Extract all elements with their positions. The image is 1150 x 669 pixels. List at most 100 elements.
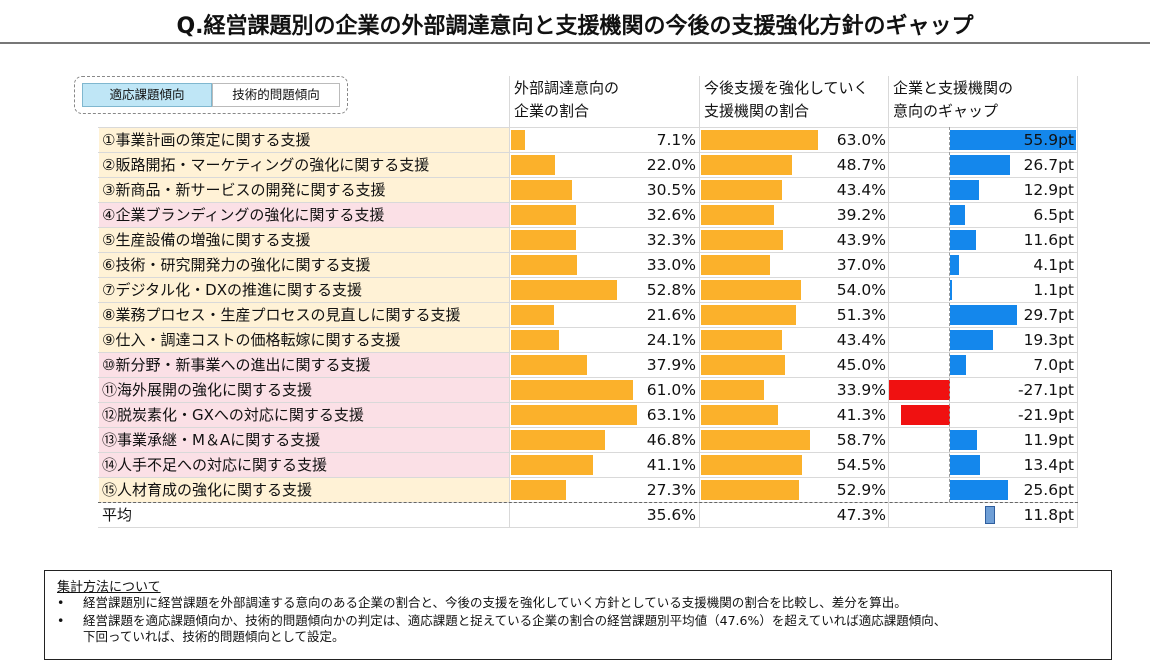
support-org-ratio-bar [701, 455, 803, 475]
row-label: ②販路開拓・マーケティングの強化に関する支援 [99, 153, 509, 177]
company-ratio-value: 32.6% [646, 206, 696, 224]
support-org-ratio-value: 54.5% [836, 456, 886, 474]
gap-value: 25.6pt [1023, 481, 1074, 499]
gap-value: 11.6pt [1023, 231, 1074, 249]
gap-bar [950, 280, 953, 300]
company-ratio-bar [511, 455, 594, 475]
gap-bar [900, 405, 950, 425]
gap-bar [950, 480, 1008, 500]
support-org-ratio-bar [701, 430, 811, 450]
support-org-ratio-value: 39.2% [836, 206, 886, 224]
page-title: Q.経営課題別の企業の外部調達意向と支援機関の今後の支援強化方針のギャップ [176, 14, 974, 39]
grid-line [98, 177, 1078, 178]
method-note: 集計方法について • 経営課題別に経営課題を外部調達する意向のある企業の割合と、… [44, 570, 1112, 660]
note-title: 集計方法について [57, 580, 161, 595]
support-org-ratio-bar [701, 305, 797, 325]
company-ratio-value: 24.1% [646, 331, 696, 349]
gap-bar [950, 230, 977, 250]
grid-line [98, 377, 1078, 378]
company-ratio-value: 21.6% [646, 306, 696, 324]
support-org-ratio-bar [701, 280, 802, 300]
gap-value: 13.4pt [1023, 456, 1074, 474]
row-label: ④企業ブランディングの強化に関する支援 [99, 203, 509, 227]
support-org-ratio-value: 37.0% [836, 256, 886, 274]
gap-value: 12.9pt [1023, 181, 1074, 199]
header-company-ratio-line2: 企業の割合 [514, 102, 590, 120]
support-org-ratio-bar [701, 230, 783, 250]
gap-value: -21.9pt [1017, 406, 1074, 424]
gap-bar [950, 305, 1017, 325]
grid-line [98, 352, 1078, 353]
company-ratio-value: 22.0% [646, 156, 696, 174]
company-ratio-value: 63.1% [646, 406, 696, 424]
support-org-ratio-bar [701, 130, 819, 150]
row-label: ①事業計画の策定に関する支援 [99, 128, 509, 152]
support-org-ratio-bar [701, 255, 770, 275]
header-support-org-ratio: 今後支援を強化していく 支援機関の割合 [700, 77, 889, 125]
company-ratio-value: 7.1% [656, 131, 696, 149]
support-org-ratio-value: 43.4% [836, 181, 886, 199]
grid-line [98, 327, 1078, 328]
support-org-ratio-value: 43.9% [836, 231, 886, 249]
company-ratio-value: 30.5% [646, 181, 696, 199]
row-label: ⑦デジタル化・DXの推進に関する支援 [99, 278, 509, 302]
row-label: ⑮人材育成の強化に関する支援 [99, 478, 509, 502]
row-label: ⑪海外展開の強化に関する支援 [99, 378, 509, 402]
company-ratio-bar [511, 380, 633, 400]
header-gap-line2: 意向のギャップ [893, 102, 999, 120]
grid-line [98, 252, 1078, 253]
support-org-ratio-value: 51.3% [836, 306, 886, 324]
company-ratio-value: 52.8% [646, 281, 696, 299]
gap-bar [950, 205, 965, 225]
gap-bar [950, 330, 994, 350]
header-company-ratio-line1: 外部調達意向の [514, 79, 620, 97]
gap-value: 4.1pt [1033, 256, 1074, 274]
company-ratio-bar [511, 480, 566, 500]
row-label: ⑤生産設備の増強に関する支援 [99, 228, 509, 252]
gap-bar [950, 355, 966, 375]
gap-zero-line [949, 127, 950, 502]
row-label: ⑥技術・研究開発力の強化に関する支援 [99, 253, 509, 277]
gap-value: 26.7pt [1023, 156, 1074, 174]
gap-value: -27.1pt [1017, 381, 1074, 399]
support-org-ratio-value: 63.0% [836, 131, 886, 149]
header-gap: 企業と支援機関の 意向のギャップ [889, 77, 1077, 125]
grid-line [98, 277, 1078, 278]
support-org-ratio-value: 45.0% [836, 356, 886, 374]
support-org-ratio-bar [701, 355, 785, 375]
grid-line [98, 202, 1078, 203]
gap-value: 55.9pt [1023, 131, 1074, 149]
support-org-ratio-bar [701, 480, 800, 500]
average-gap-bar [985, 506, 995, 524]
company-ratio-value: 46.8% [646, 431, 696, 449]
support-org-ratio-bar [701, 330, 782, 350]
support-org-ratio-value: 54.0% [836, 281, 886, 299]
title-divider [0, 42, 1150, 44]
gap-value: 1.1pt [1033, 281, 1074, 299]
grid-line [98, 452, 1078, 453]
support-org-ratio-bar [701, 205, 774, 225]
company-ratio-bar [511, 355, 587, 375]
support-org-ratio-value: 52.9% [836, 481, 886, 499]
company-ratio-value: 41.1% [646, 456, 696, 474]
note-bullet: • [57, 613, 65, 628]
support-org-ratio-value: 48.7% [836, 156, 886, 174]
gap-value: 11.9pt [1023, 431, 1074, 449]
header-support-org-ratio-line2: 支援機関の割合 [704, 102, 810, 120]
legend-adapt-tendency: 適応課題傾向 [82, 83, 212, 107]
support-org-ratio-bar [701, 380, 765, 400]
grid-line [98, 227, 1078, 228]
company-ratio-bar [511, 230, 576, 250]
support-org-ratio-value: 58.7% [836, 431, 886, 449]
row-label: ⑬事業承継・M＆Aに関する支援 [99, 428, 509, 452]
grid-line [98, 527, 1078, 528]
company-ratio-value: 61.0% [646, 381, 696, 399]
company-ratio-bar [511, 305, 555, 325]
company-ratio-value: 33.0% [646, 256, 696, 274]
row-label: ⑫脱炭素化・GXへの対応に関する支援 [99, 403, 509, 427]
row-label: ⑧業務プロセス・生産プロセスの見直しに関する支援 [99, 303, 509, 327]
company-ratio-value: 37.9% [646, 356, 696, 374]
grid-line [98, 152, 1078, 153]
gap-value: 7.0pt [1033, 356, 1074, 374]
header-support-org-ratio-line1: 今後支援を強化していく [704, 79, 869, 97]
